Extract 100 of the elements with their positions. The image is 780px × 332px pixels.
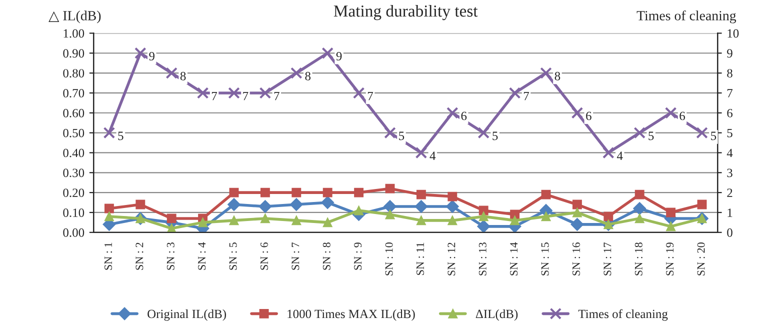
point	[103, 126, 116, 139]
data-label: 7	[524, 92, 530, 100]
y-tick-label: 0.40	[63, 148, 84, 158]
y2-tick-label: 0	[727, 228, 732, 237]
x-tick-label: SN : 4	[198, 242, 206, 270]
point	[477, 220, 490, 232]
data-label: 5	[648, 132, 654, 140]
data-label: 8	[554, 72, 560, 80]
y2-tick-label: 1	[728, 208, 732, 217]
data-label: 5	[399, 132, 404, 140]
y2-tick-label: 9	[727, 49, 732, 58]
y-tick-label: 0.20	[63, 188, 84, 198]
data-label: 8	[180, 72, 186, 80]
legend-label: 1000 Times MAX IL(dB)	[288, 309, 415, 321]
point	[572, 208, 582, 218]
point	[572, 200, 582, 210]
data-label: 9	[149, 52, 154, 60]
point	[510, 210, 520, 220]
data-label: 7	[212, 92, 218, 100]
point	[228, 87, 240, 99]
point	[696, 126, 708, 139]
x-tick-label: SN : 16	[572, 242, 580, 276]
data-label: 5	[118, 132, 124, 140]
y2-tick-label: 3	[727, 168, 732, 178]
point	[136, 200, 146, 210]
data-label: 5	[492, 132, 498, 140]
data-label: 7	[243, 92, 248, 100]
point	[697, 200, 707, 210]
data-label: 4	[616, 152, 623, 160]
point	[570, 218, 584, 231]
point	[385, 184, 395, 194]
data-label: 9	[336, 52, 342, 60]
y2-axis-title: Times of cleaning	[636, 10, 736, 24]
x-tick-label: SN : 8	[322, 242, 330, 270]
point	[510, 216, 520, 226]
x-tick-label: SN : 9	[354, 242, 362, 270]
data-label: 7	[368, 92, 374, 100]
data-label: 5	[711, 132, 716, 140]
data-label: 7	[274, 92, 280, 100]
point	[634, 190, 644, 200]
chart-title: Mating durability test	[334, 4, 478, 20]
x-tick-label: SN : 12	[448, 242, 456, 276]
point	[322, 218, 332, 228]
y-tick-label: 0.70	[63, 88, 84, 98]
x-tick-label: SN : 20	[697, 242, 705, 276]
point	[664, 106, 677, 119]
point	[508, 87, 521, 99]
point	[354, 188, 364, 198]
y-axis-title: △ IL(dB)	[48, 10, 101, 24]
point	[321, 196, 334, 209]
y2-tick-label: 6	[727, 108, 733, 118]
point	[196, 87, 209, 99]
legend-label: Original IL(dB)	[148, 309, 226, 321]
point	[448, 216, 458, 226]
point	[602, 146, 614, 159]
point	[446, 106, 458, 119]
point	[634, 126, 646, 139]
y2-tick-label: 4	[726, 148, 733, 158]
y2-tick-label: 10	[728, 29, 739, 38]
point	[104, 204, 114, 214]
point	[260, 188, 270, 198]
point	[292, 188, 302, 198]
point	[290, 67, 302, 79]
point	[448, 192, 458, 202]
x-tick-label: SN : 6	[260, 242, 268, 270]
y2-tick-label: 8	[727, 69, 732, 78]
x-tick-label: SN : 14	[510, 242, 518, 276]
point	[604, 212, 614, 222]
point	[198, 218, 208, 228]
point	[541, 190, 551, 200]
data-label: 8	[305, 72, 311, 80]
y2-tick-label: 7	[727, 89, 733, 98]
data-label: 6	[586, 112, 592, 120]
point	[541, 212, 551, 222]
point	[666, 222, 676, 232]
point	[260, 214, 270, 224]
point	[415, 146, 428, 159]
point	[134, 47, 146, 60]
x-tick-label: SN : 15	[541, 242, 549, 276]
x-tick-label: SN : 3	[166, 242, 174, 270]
point	[352, 87, 365, 99]
point	[166, 67, 178, 79]
y-tick-label: 0.50	[63, 128, 84, 138]
point	[385, 210, 395, 220]
y2-tick-label: 5	[727, 128, 732, 138]
x-tick-label: SN : 11	[416, 242, 424, 275]
point	[633, 202, 646, 215]
y-tick-label: 0.60	[63, 108, 84, 118]
y-tick-label: 0.80	[63, 69, 84, 78]
x-tick-label: SN : 10	[385, 242, 393, 276]
point	[540, 67, 552, 79]
point	[258, 200, 272, 213]
point	[228, 198, 240, 211]
point	[384, 126, 396, 139]
point	[666, 208, 676, 218]
point	[290, 198, 303, 211]
data-label: 4	[430, 152, 436, 160]
x-tick-label: SN : 5	[229, 242, 237, 270]
data-label: 6	[680, 112, 686, 120]
point	[478, 212, 488, 222]
